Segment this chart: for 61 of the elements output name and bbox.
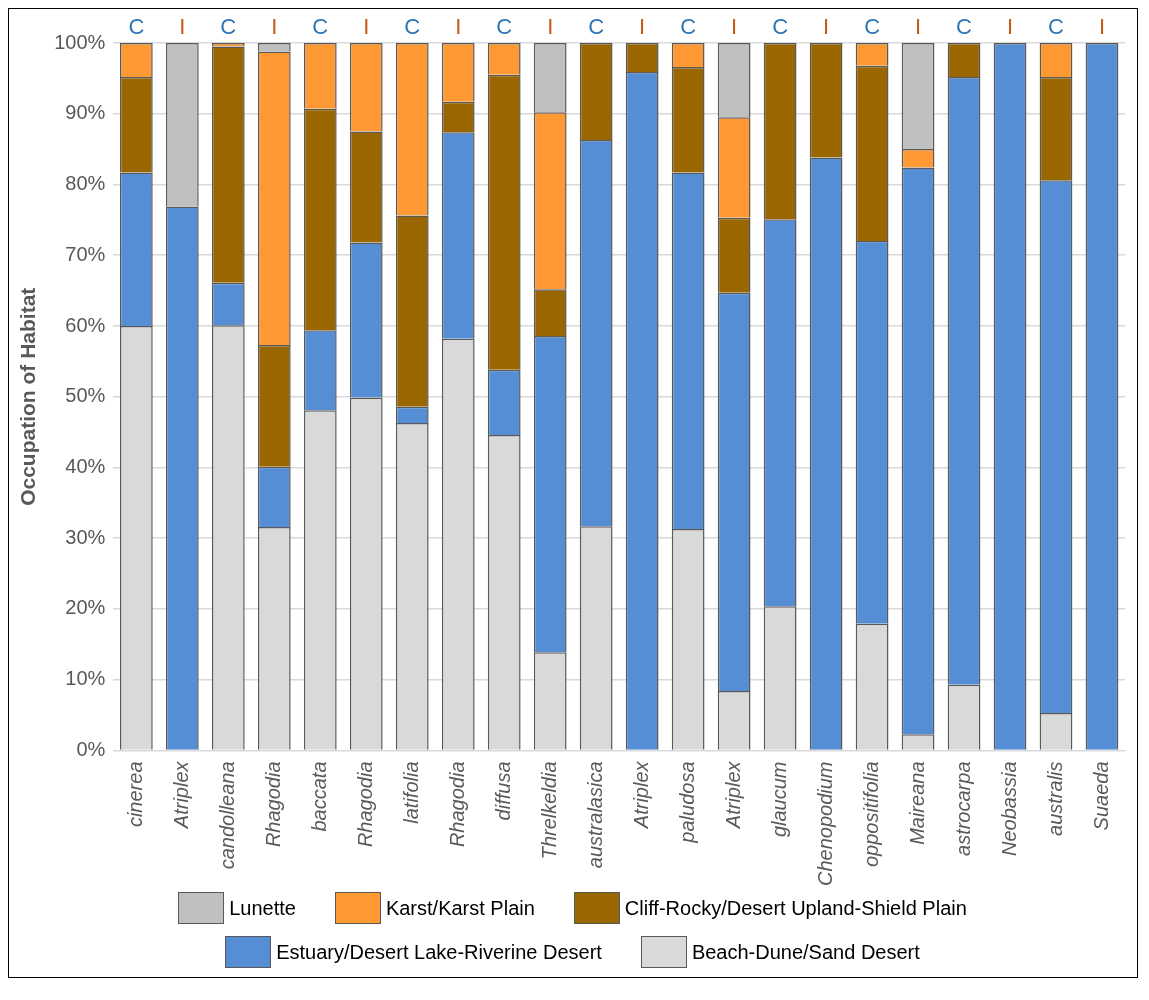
- y-tick-label: 80%: [65, 172, 106, 195]
- x-tick-label: diffusa: [491, 761, 514, 821]
- text: I: [547, 14, 554, 40]
- legend-label: Karst/Karst Plain: [385, 896, 535, 921]
- x-tick-label: Rhagodia: [353, 761, 376, 848]
- text: C: [680, 14, 697, 40]
- text: C: [496, 14, 513, 40]
- legend-label: Beach-Dune/Sand Desert: [691, 940, 920, 965]
- y-tick-label: 100%: [54, 30, 106, 53]
- text: C: [864, 14, 881, 40]
- text: C: [588, 14, 605, 40]
- x-tick-label: oppositifolia: [859, 761, 882, 868]
- x-tick-label: Neobassia: [997, 761, 1020, 856]
- x-tick-label: Suaeda: [1089, 761, 1112, 831]
- text: I: [1006, 14, 1014, 40]
- x-tick-label: latifolia: [399, 761, 422, 824]
- x-tick-label: cinerea: [123, 761, 146, 828]
- y-tick-label: 0%: [76, 737, 106, 760]
- x-tick-label: Maireana: [905, 761, 928, 845]
- text: C: [220, 14, 237, 40]
- x-tick-label: Atriplex: [721, 760, 744, 830]
- legend-label: Estuary/Desert Lake-Riverine Desert: [276, 940, 602, 965]
- x-tick-label: Chenopodium: [813, 761, 836, 886]
- y-tick-label: 40%: [65, 455, 106, 477]
- x-tick-label: Rhagodia: [261, 761, 284, 848]
- text: C: [128, 14, 145, 40]
- x-tick-label: glaucum: [767, 761, 790, 838]
- y-axis-title: Occupation of Habitat: [16, 287, 40, 506]
- text: I: [915, 14, 922, 40]
- text: C: [404, 14, 421, 40]
- y-tick-label: 30%: [65, 525, 106, 548]
- y-tick-label: 70%: [65, 242, 106, 265]
- y-tick-label: 90%: [65, 101, 106, 124]
- text: I: [271, 14, 278, 40]
- text: I: [363, 14, 370, 40]
- text: I: [1098, 14, 1106, 40]
- y-tick-label: 10%: [65, 667, 106, 690]
- text: I: [455, 14, 462, 40]
- text: C: [1048, 14, 1065, 40]
- y-tick-label: 60%: [65, 313, 106, 336]
- x-tick-label: baccata: [307, 761, 330, 832]
- x-tick-label: Threlkeldia: [537, 761, 560, 860]
- y-tick-label: 20%: [65, 596, 106, 619]
- x-tick-label: Atriplex: [629, 760, 652, 830]
- legend-label: Cliff-Rocky/Desert Upland-Shield Plain: [624, 896, 967, 921]
- text: I: [731, 14, 738, 40]
- x-tick-label: australasica: [583, 761, 606, 869]
- x-tick-label: astrocarpa: [951, 761, 974, 856]
- x-tick-label: paludosa: [675, 761, 698, 844]
- x-tick-label: Rhagodia: [445, 761, 468, 848]
- x-tick-label: candolleana: [215, 761, 238, 870]
- text: I: [639, 14, 646, 40]
- x-tick-label: australis: [1043, 761, 1066, 836]
- x-tick-label: Atriplex: [169, 760, 192, 830]
- text: I: [823, 14, 830, 40]
- text: C: [772, 14, 789, 40]
- text: C: [956, 14, 973, 40]
- y-tick-label: 50%: [65, 384, 106, 407]
- text: I: [179, 14, 186, 40]
- text: C: [312, 14, 329, 40]
- legend-label: Lunette: [229, 896, 296, 921]
